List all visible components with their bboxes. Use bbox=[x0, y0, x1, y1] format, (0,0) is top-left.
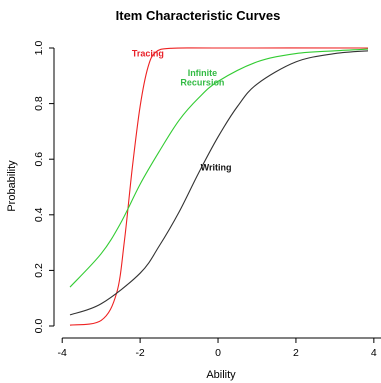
y-tick-label: 1.0 bbox=[33, 41, 45, 56]
y-tick-label: 0.8 bbox=[33, 96, 45, 111]
series-label-1: Infinite Recursion bbox=[180, 68, 224, 87]
x-axis-label: Ability bbox=[206, 369, 236, 381]
y-axis-label: Probability bbox=[6, 160, 18, 212]
x-tick-label: 0 bbox=[215, 347, 221, 359]
chart-title: Item Characteristic Curves bbox=[116, 8, 281, 23]
y-tick-label: 0.4 bbox=[33, 207, 45, 222]
x-tick-label: 4 bbox=[371, 347, 377, 359]
series-label-2: Writing bbox=[201, 162, 232, 172]
y-tick-label: 0.0 bbox=[33, 319, 45, 334]
series-line-0 bbox=[69, 47, 369, 326]
y-tick-label: 0.2 bbox=[33, 263, 45, 278]
x-tick-label: 2 bbox=[293, 347, 299, 359]
y-tick-label: 0.6 bbox=[33, 152, 45, 167]
x-tick-label: -4 bbox=[58, 347, 67, 359]
series-line-1 bbox=[69, 48, 369, 288]
series-line-2 bbox=[69, 50, 369, 316]
series-label-0: Tracing bbox=[132, 48, 164, 58]
plot-area: -4 -2 0 2 4 0.0 0.2 0.4 0.6 0.8 1.0 Tracing Infinite… bbox=[33, 41, 381, 359]
x-tick-label: -2 bbox=[135, 347, 144, 359]
